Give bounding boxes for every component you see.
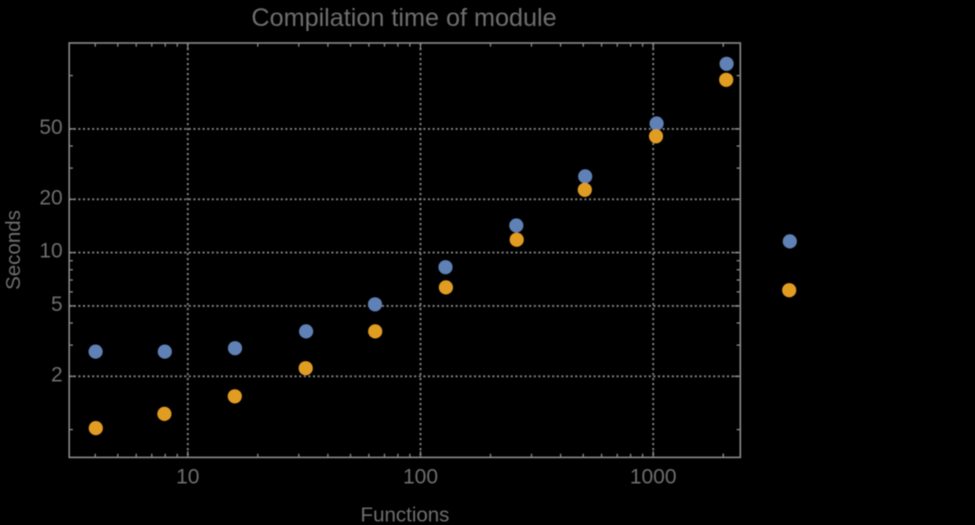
svg-text:10: 10 (176, 465, 199, 488)
svg-text:Compilation time of module: Compilation time of module (251, 4, 556, 32)
svg-text:10: 10 (39, 240, 62, 263)
svg-text:1000: 1000 (630, 465, 677, 488)
svg-text:Seconds: Seconds (2, 210, 25, 290)
svg-text:2: 2 (51, 363, 63, 386)
svg-text:50: 50 (39, 116, 62, 139)
svg-text:Functions: Functions (361, 504, 450, 525)
svg-text:100: 100 (403, 465, 438, 488)
svg-text:5: 5 (51, 293, 63, 316)
svg-text:20: 20 (39, 186, 62, 209)
